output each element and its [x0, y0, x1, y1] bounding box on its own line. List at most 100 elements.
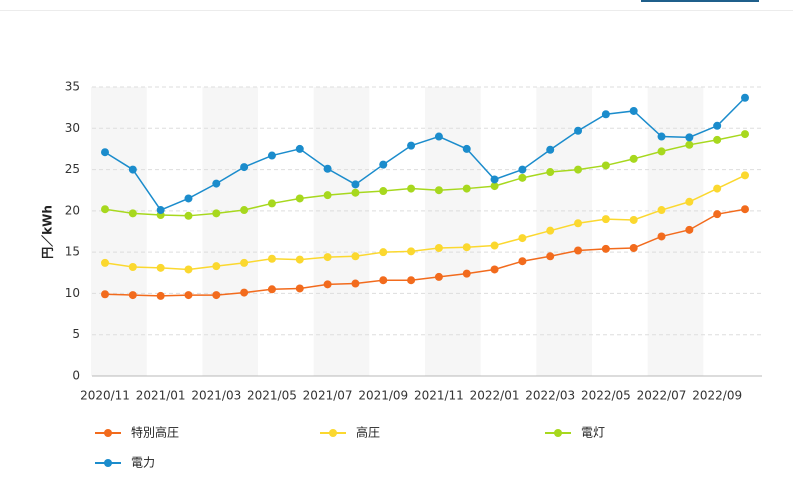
data-point [546, 168, 555, 177]
data-point [267, 285, 276, 294]
series-line [104, 133, 746, 217]
y-tick-label: 30 [65, 121, 80, 135]
background-band [425, 87, 481, 376]
y-tick-label: 15 [65, 245, 80, 259]
data-point [574, 165, 583, 174]
data-point [267, 199, 276, 208]
grid-lines [92, 86, 762, 377]
data-point [323, 191, 332, 200]
data-point [434, 186, 443, 195]
data-point [101, 258, 109, 267]
data-point [629, 244, 638, 253]
data-point [518, 165, 527, 174]
y-tick-label: 20 [65, 203, 80, 217]
data-point [407, 276, 416, 285]
legend-label: 特別高圧 [131, 425, 179, 440]
x-tick-label: 2022/01 [470, 389, 520, 403]
data-point [128, 209, 137, 218]
x-tick-label: 2021/03 [191, 389, 241, 403]
data-point [685, 225, 694, 234]
data-point [379, 160, 388, 169]
data-point [240, 258, 249, 267]
data-point [518, 234, 527, 243]
data-point [184, 265, 193, 274]
data-point [240, 288, 249, 297]
data-point [574, 219, 583, 228]
y-tick-label: 35 [65, 80, 80, 94]
data-point [212, 291, 221, 300]
data-point [434, 272, 443, 281]
y-tick-label: 0 [72, 369, 80, 383]
data-point [128, 291, 137, 300]
data-point [490, 265, 499, 274]
data-point [407, 184, 416, 193]
data-point [518, 257, 527, 266]
y-tick-label: 5 [72, 327, 80, 341]
data-point [490, 241, 499, 250]
data-point [601, 244, 610, 253]
data-point [546, 226, 555, 235]
data-point [629, 106, 638, 115]
header-tab-indicator [641, 0, 759, 2]
series-line [104, 174, 746, 271]
data-point [713, 135, 722, 144]
data-point [629, 154, 638, 163]
data-point [601, 215, 610, 224]
data-point [295, 284, 304, 293]
legend-marker [104, 459, 112, 467]
alternating-bands [91, 87, 704, 376]
data-point [713, 121, 722, 130]
x-tick-label: 2022/03 [525, 389, 575, 403]
series-2 [101, 130, 749, 220]
data-point [267, 151, 276, 160]
y-axis-title: 円／kWh [40, 205, 55, 259]
data-point [685, 133, 694, 142]
series-0 [101, 205, 749, 300]
header-divider [0, 10, 793, 11]
x-tick-label: 2021/07 [303, 389, 353, 403]
data-point [323, 280, 332, 289]
data-point [407, 247, 416, 256]
background-band [647, 87, 704, 376]
legend-item: 高圧 [320, 425, 380, 440]
data-point [323, 164, 332, 173]
data-point [156, 291, 165, 300]
series-line [104, 208, 746, 297]
data-point [490, 175, 499, 184]
data-point [128, 263, 137, 272]
data-point [713, 184, 722, 193]
data-point [212, 209, 221, 218]
data-point [240, 163, 249, 172]
x-tick-label: 2022/05 [581, 389, 631, 403]
x-tick-label: 2021/11 [414, 389, 464, 403]
legend-label: 電灯 [581, 426, 605, 440]
series-3 [101, 93, 749, 215]
data-point [574, 126, 583, 135]
data-point [212, 262, 221, 271]
data-point [156, 206, 165, 215]
background-band [91, 87, 147, 376]
data-point [462, 269, 471, 278]
data-point [379, 187, 388, 196]
data-point [295, 255, 304, 264]
data-point [351, 252, 360, 261]
x-tick-label: 2022/07 [637, 389, 687, 403]
background-band [313, 87, 370, 376]
data-point [184, 291, 193, 300]
data-point [184, 211, 193, 220]
data-point [156, 263, 165, 272]
data-point [101, 148, 109, 157]
data-point [546, 252, 555, 261]
data-point [546, 145, 555, 154]
series-lines [101, 93, 749, 300]
legend-item: 電力 [95, 456, 155, 470]
data-point [601, 110, 610, 119]
data-point [379, 248, 388, 257]
data-point [267, 254, 276, 263]
data-point [462, 144, 471, 153]
data-point [713, 210, 722, 219]
data-point [351, 188, 360, 197]
data-point [685, 140, 694, 149]
legend-label: 高圧 [356, 425, 380, 440]
